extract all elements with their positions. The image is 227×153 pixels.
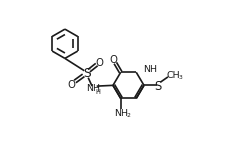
Text: NH: NH xyxy=(85,84,99,93)
Text: O: O xyxy=(67,80,75,90)
Text: CH: CH xyxy=(166,71,180,80)
Text: S: S xyxy=(82,67,90,80)
Text: NH: NH xyxy=(113,109,127,118)
Text: NH: NH xyxy=(143,65,156,74)
Text: H: H xyxy=(95,89,99,95)
Text: S: S xyxy=(154,80,161,93)
Text: O: O xyxy=(109,55,117,65)
Text: 3: 3 xyxy=(178,75,182,80)
Text: 2: 2 xyxy=(126,113,129,118)
Text: O: O xyxy=(95,58,103,68)
